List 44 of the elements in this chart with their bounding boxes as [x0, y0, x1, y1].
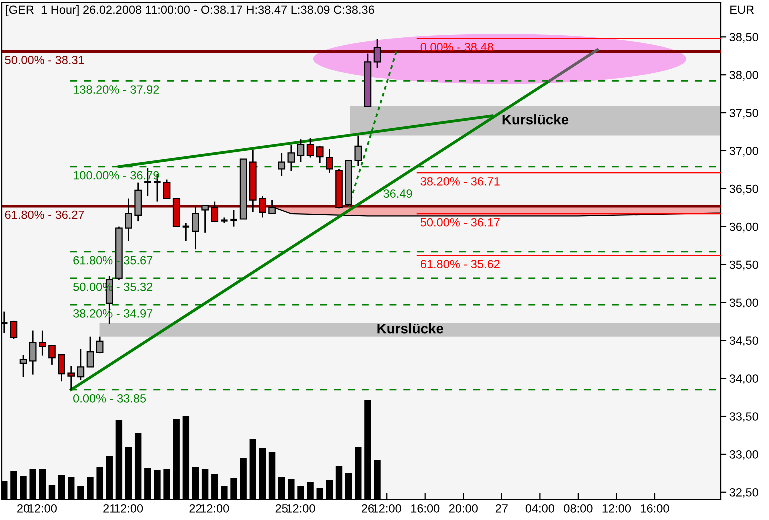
- y-axis-title: EUR: [730, 6, 754, 14]
- x-tick-label: 12:00: [28, 504, 57, 513]
- annotation: 61.80% - 35.62: [420, 260, 500, 269]
- annotation: 61.80% - 36.27: [5, 210, 84, 220]
- y-tick-label: 33,50: [730, 412, 758, 422]
- y-tick-label: 37,00: [730, 146, 758, 157]
- x-tick-label: 04:00: [526, 504, 554, 513]
- annotation: 50.00% - 38.31: [5, 56, 84, 64]
- annotation: 138.20% - 37.92: [74, 86, 160, 94]
- x-tick-label: 16:00: [411, 504, 440, 513]
- x-tick-label: 08:00: [564, 504, 593, 513]
- annotation: 36.49: [384, 190, 412, 198]
- x-tick-label: 21: [104, 504, 116, 513]
- y-tick-label: 34,00: [730, 374, 758, 384]
- x-tick-label: 22: [190, 504, 202, 513]
- x-tick-label: 12:00: [201, 504, 230, 513]
- annotation: 0.00% - 38.48: [420, 43, 494, 52]
- y-tick-label: 38,50: [730, 33, 758, 43]
- x-tick-label: 16:00: [641, 504, 670, 513]
- y-tick-label: 34,50: [730, 336, 758, 346]
- band-label: Kurslücke: [502, 114, 569, 125]
- y-tick-label: 36,00: [730, 222, 758, 233]
- x-tick-label: 20: [18, 504, 30, 513]
- x-tick-label: 27: [496, 504, 508, 513]
- y-tick-label: 36,50: [730, 184, 758, 195]
- annotation: 50.00% - 36.17: [420, 218, 500, 227]
- x-tick-label: 12:00: [602, 504, 632, 513]
- x-tick-label: 12:00: [114, 504, 144, 513]
- annotation: 38.20% - 36.71: [420, 177, 500, 186]
- x-tick-label: 20:00: [449, 504, 478, 513]
- annotation: 61.80% - 35.67: [74, 256, 153, 265]
- y-tick-label: 37,50: [730, 109, 758, 119]
- x-tick-label: 12:00: [373, 504, 402, 513]
- y-tick-label: 33,00: [730, 450, 758, 460]
- x-tick-label: 25: [276, 504, 288, 513]
- band-label: Kurslücke: [378, 324, 444, 334]
- annotation: 0.00% - 33.85: [74, 394, 146, 403]
- chart-title: [GER 1 Hour] 26.02.2008 11:00:00 - O:38.17 H:38.47 L:38.09 C:38.36: [6, 5, 374, 16]
- x-tick-label: 26: [362, 504, 374, 513]
- y-tick-label: 38,00: [730, 71, 758, 81]
- x-tick-label: 12:00: [287, 504, 316, 513]
- y-tick-label: 35,00: [730, 298, 758, 309]
- y-tick-label: 35,50: [730, 260, 758, 271]
- y-tick-label: 32,50: [730, 488, 758, 498]
